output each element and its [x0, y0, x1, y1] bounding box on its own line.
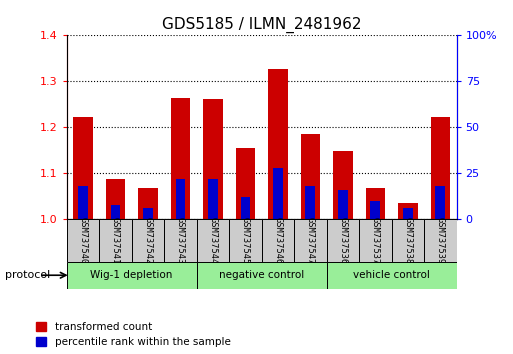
Bar [327, 262, 457, 289]
Bar [403, 209, 412, 219]
Text: GSM737545: GSM737545 [241, 217, 250, 264]
Text: GSM737538: GSM737538 [403, 217, 412, 264]
Bar [268, 69, 288, 219]
Title: GDS5185 / ILMN_2481962: GDS5185 / ILMN_2481962 [162, 16, 361, 33]
Bar [366, 188, 385, 219]
Text: Wig-1 depletion: Wig-1 depletion [90, 270, 173, 280]
Text: negative control: negative control [219, 270, 304, 280]
Bar [175, 179, 185, 219]
Text: GSM737539: GSM737539 [436, 217, 445, 264]
Legend: transformed count, percentile rank within the sample: transformed count, percentile rank withi… [36, 322, 231, 347]
Bar [171, 97, 190, 219]
Bar [143, 209, 153, 219]
Bar [67, 262, 196, 289]
Bar [164, 219, 196, 262]
Bar [333, 152, 352, 219]
Text: GSM737544: GSM737544 [208, 217, 218, 264]
Bar [78, 186, 88, 219]
Bar [430, 117, 450, 219]
Text: GSM737536: GSM737536 [339, 217, 347, 264]
Bar [301, 134, 320, 219]
Bar [241, 198, 250, 219]
Text: GSM737542: GSM737542 [144, 217, 152, 264]
Bar [203, 99, 223, 219]
Text: GSM737541: GSM737541 [111, 217, 120, 264]
Bar [327, 219, 359, 262]
Bar [398, 203, 418, 219]
Bar [99, 219, 132, 262]
Text: protocol: protocol [5, 270, 50, 280]
Bar [436, 186, 445, 219]
Bar [208, 179, 218, 219]
Bar [229, 219, 262, 262]
Bar [106, 179, 125, 219]
Bar [67, 219, 99, 262]
Bar [138, 188, 157, 219]
Bar [196, 262, 327, 289]
Bar [305, 186, 315, 219]
Text: vehicle control: vehicle control [353, 270, 430, 280]
Bar [110, 205, 120, 219]
Bar [338, 190, 348, 219]
Bar [424, 219, 457, 262]
Bar [73, 117, 93, 219]
Bar [262, 219, 294, 262]
Bar [370, 201, 380, 219]
Text: GSM737540: GSM737540 [78, 217, 87, 264]
Bar [391, 219, 424, 262]
Bar [235, 148, 255, 219]
Text: GSM737543: GSM737543 [176, 217, 185, 264]
Bar [132, 219, 164, 262]
Bar [359, 219, 391, 262]
Bar [273, 168, 283, 219]
Bar [196, 219, 229, 262]
Text: GSM737546: GSM737546 [273, 217, 282, 264]
Text: GSM737537: GSM737537 [371, 217, 380, 264]
Bar [294, 219, 327, 262]
Text: GSM737547: GSM737547 [306, 217, 315, 264]
